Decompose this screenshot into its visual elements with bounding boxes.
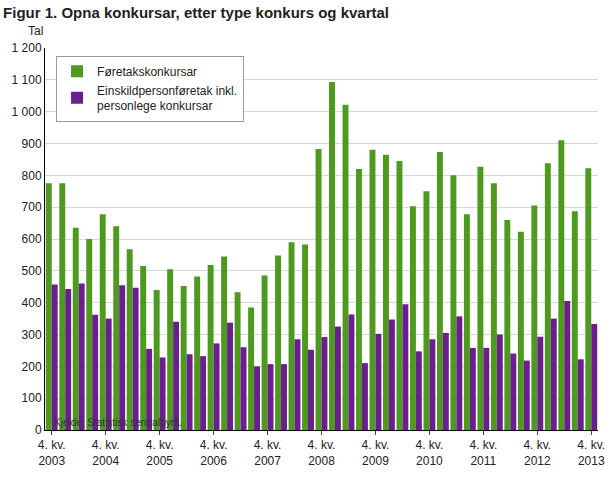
svg-text:4. kv.2004: 4. kv.2004 (92, 438, 120, 468)
svg-text:Einskildpersonføretak inkl.per: Einskildpersonføretak inkl.personlege ko… (97, 84, 237, 114)
svg-text:4. kv.2009: 4. kv.2009 (362, 438, 390, 468)
svg-text:4. kv.2013: 4. kv.2013 (577, 438, 605, 468)
svg-text:100: 100 (22, 391, 42, 405)
svg-text:400: 400 (22, 296, 42, 310)
svg-text:1 000: 1 000 (12, 105, 42, 119)
svg-text:600: 600 (22, 232, 42, 246)
svg-text:4. kv.2011: 4. kv.2011 (469, 438, 497, 468)
svg-text:4. kv.2003: 4. kv.2003 (38, 438, 66, 468)
svg-text:500: 500 (22, 264, 42, 278)
svg-text:900: 900 (22, 137, 42, 151)
svg-text:1 200: 1 200 (12, 41, 42, 55)
svg-text:0: 0 (35, 423, 42, 437)
svg-text:4. kv.2006: 4. kv.2006 (200, 438, 228, 468)
svg-text:Føretakskonkursar: Føretakskonkursar (97, 65, 197, 79)
svg-text:4. kv.2012: 4. kv.2012 (523, 438, 551, 468)
svg-text:4. kv.2007: 4. kv.2007 (254, 438, 282, 468)
svg-text:Kjelde: Statistisk sentralbyrå: Kjelde: Statistisk sentralbyrå. (54, 417, 182, 428)
svg-text:1 100: 1 100 (12, 73, 42, 87)
svg-text:4. kv.2005: 4. kv.2005 (146, 438, 174, 468)
svg-text:200: 200 (22, 360, 42, 374)
svg-text:Figur 1. Opna konkursar, etter: Figur 1. Opna konkursar, etter type konk… (3, 4, 389, 21)
svg-text:700: 700 (22, 200, 42, 214)
svg-text:800: 800 (22, 169, 42, 183)
svg-text:4. kv.2008: 4. kv.2008 (308, 438, 336, 468)
svg-text:300: 300 (22, 328, 42, 342)
svg-text:Tal: Tal (28, 24, 43, 38)
svg-text:4. kv.2010: 4. kv.2010 (416, 438, 444, 468)
